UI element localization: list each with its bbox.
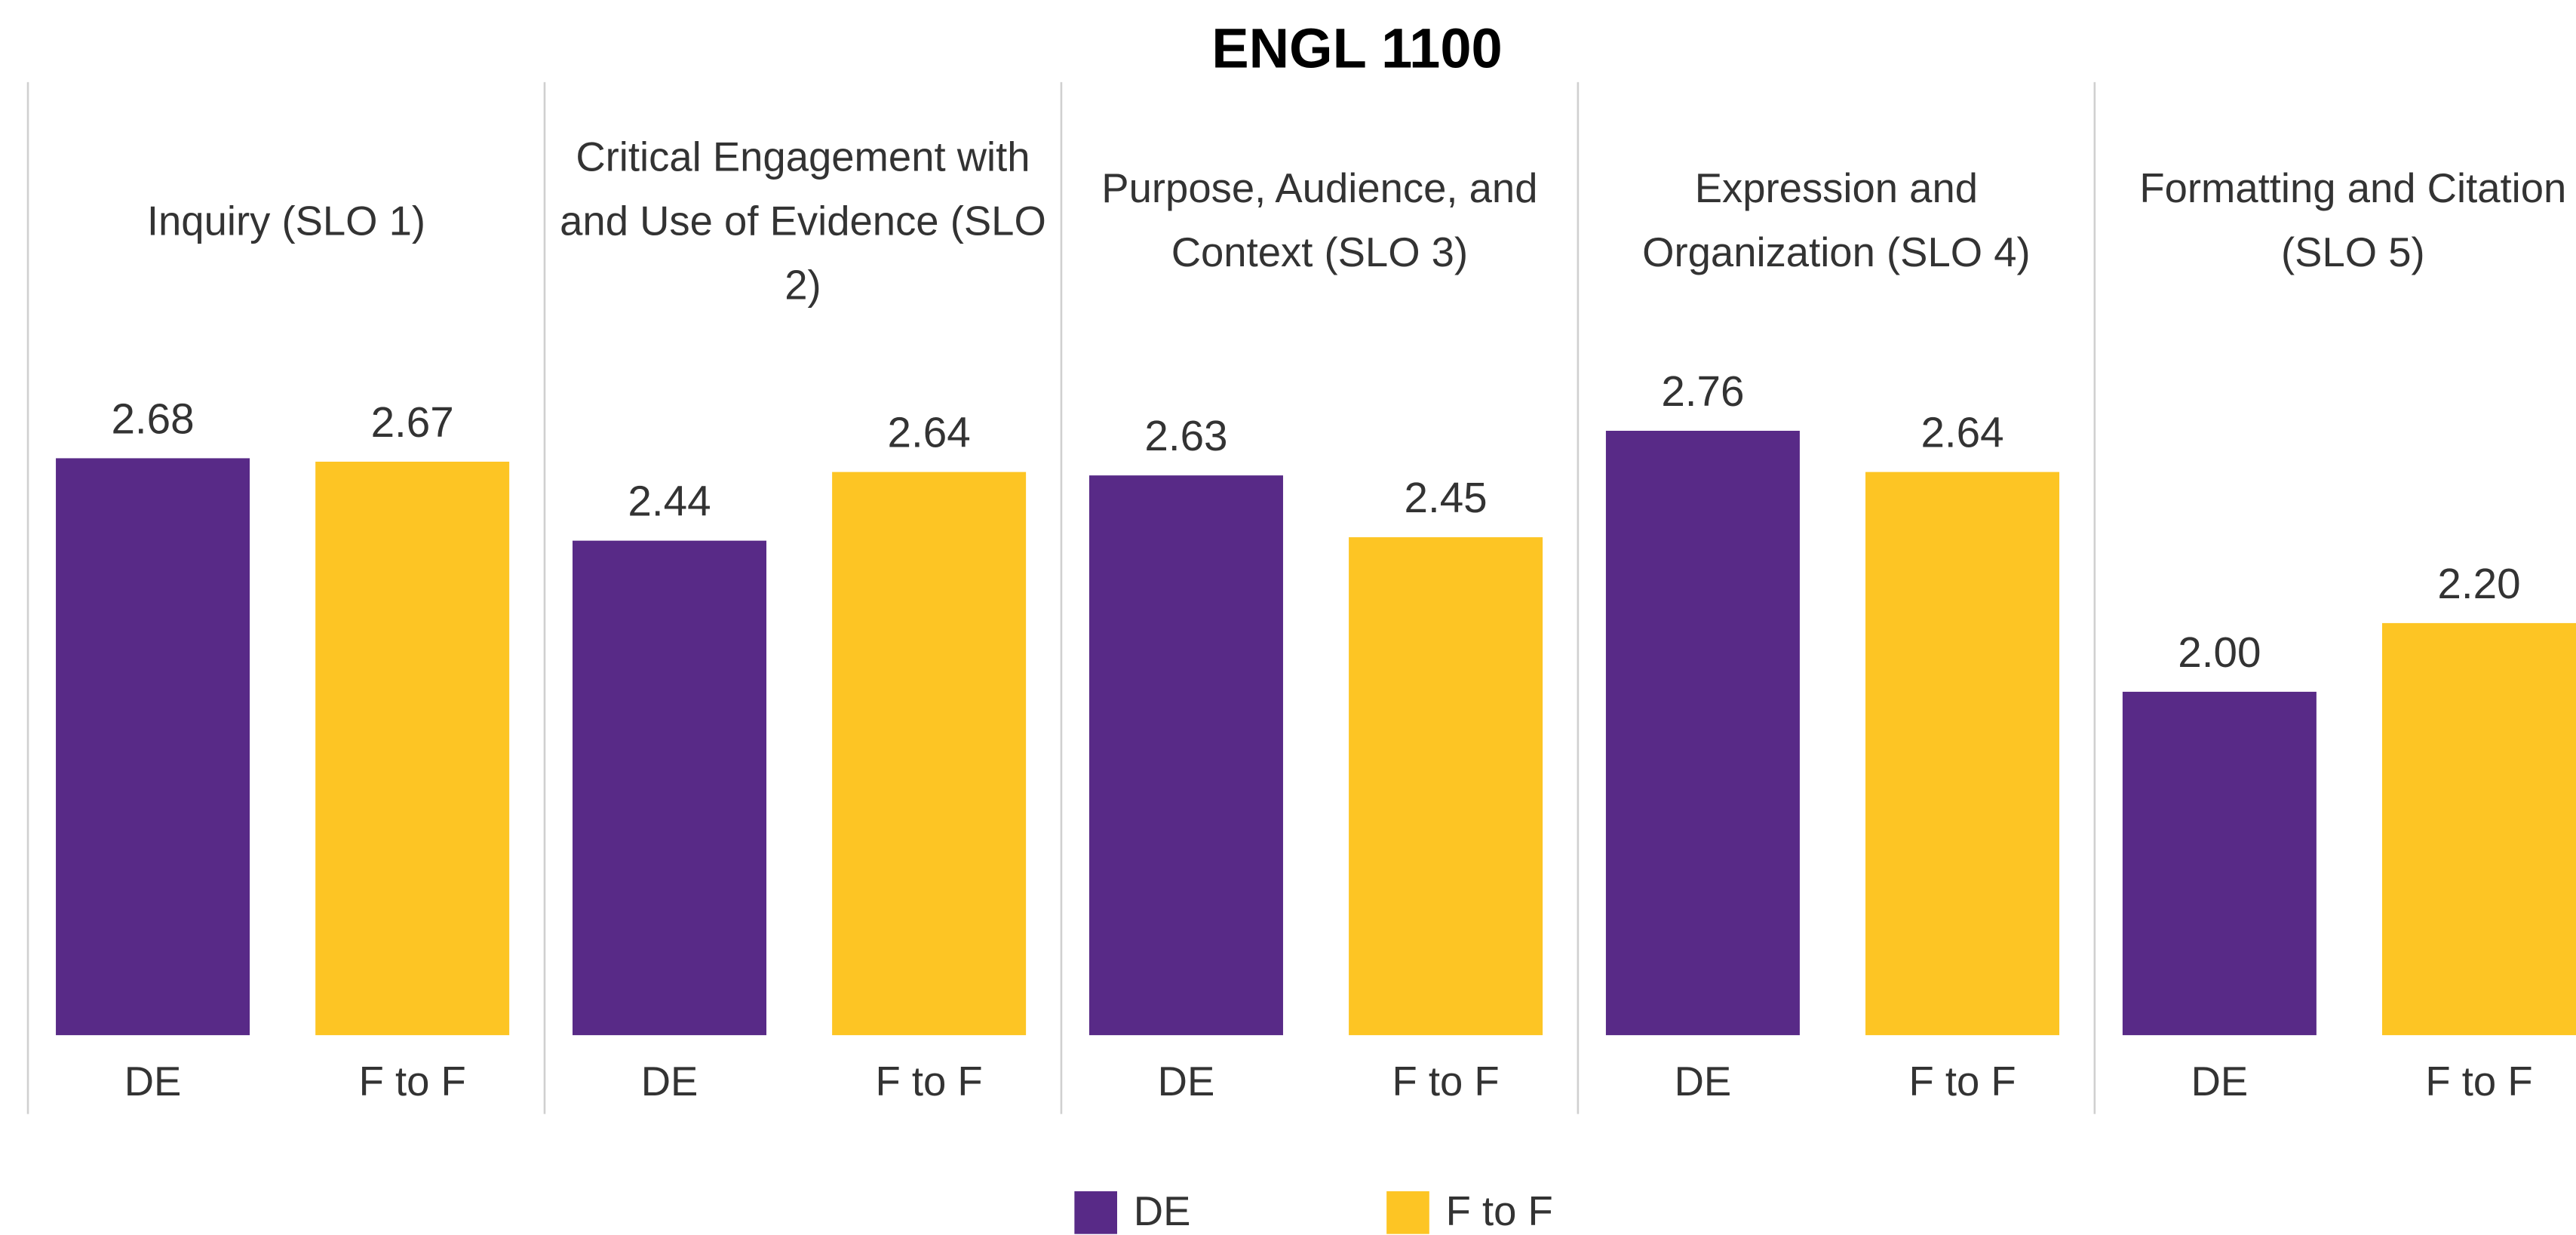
value-label: 2.68 [111, 395, 194, 442]
value-label: 2.63 [1144, 412, 1227, 459]
x-tick-label: F to F [359, 1058, 466, 1104]
panel-header: Inquiry (SLO 1) [146, 198, 426, 244]
value-label: 2.20 [2437, 560, 2520, 607]
bar [573, 540, 767, 1036]
bar [315, 461, 510, 1036]
legend-label: F to F [1446, 1188, 1553, 1234]
legend-swatch [1386, 1191, 1429, 1234]
bar [832, 472, 1027, 1036]
bar [1349, 537, 1543, 1036]
legend-swatch [1074, 1191, 1117, 1234]
value-label: 2.64 [1920, 409, 2003, 456]
bar [1605, 430, 1800, 1036]
chart-title: ENGL 1100 [1211, 17, 1502, 79]
category-label: Purpose, Audience, and Context (SLO 3) [1101, 166, 1538, 276]
panel-header: Expression and Organization (SLO 4) [1642, 166, 2031, 276]
x-tick-label: DE [2191, 1058, 2249, 1104]
bar [2122, 691, 2317, 1036]
legend-label: DE [1134, 1188, 1191, 1234]
x-tick-label: DE [1158, 1058, 1215, 1104]
category-label: Inquiry (SLO 1) [146, 198, 426, 244]
x-tick-label: DE [1675, 1058, 1732, 1104]
category-label: Expression and Organization (SLO 4) [1642, 166, 2031, 276]
bar [1088, 475, 1283, 1036]
category-label: Formatting and Citation (SLO 5) [2139, 166, 2567, 276]
bar [1865, 472, 2060, 1036]
panel-header: Critical Engagement with and Use of Evid… [560, 134, 1046, 309]
bar [56, 458, 250, 1036]
x-tick-label: F to F [2425, 1058, 2532, 1104]
panel-header: Purpose, Audience, and Context (SLO 3) [1101, 166, 1538, 276]
value-label: 2.67 [371, 398, 454, 446]
x-tick-label: F to F [876, 1058, 983, 1104]
x-tick-label: DE [124, 1058, 182, 1104]
x-tick-label: F to F [1908, 1058, 2016, 1104]
value-label: 2.44 [628, 478, 711, 525]
x-tick-label: DE [641, 1058, 698, 1104]
value-label: 2.76 [1661, 367, 1744, 415]
bar [2382, 622, 2576, 1036]
category-label: Critical Engagement with and Use of Evid… [560, 134, 1046, 309]
value-label: 2.00 [2178, 628, 2261, 676]
value-label: 2.64 [888, 409, 971, 456]
panel-header: Formatting and Citation (SLO 5) [2139, 166, 2567, 276]
x-tick-label: F to F [1392, 1058, 1500, 1104]
value-label: 2.45 [1404, 474, 1487, 521]
